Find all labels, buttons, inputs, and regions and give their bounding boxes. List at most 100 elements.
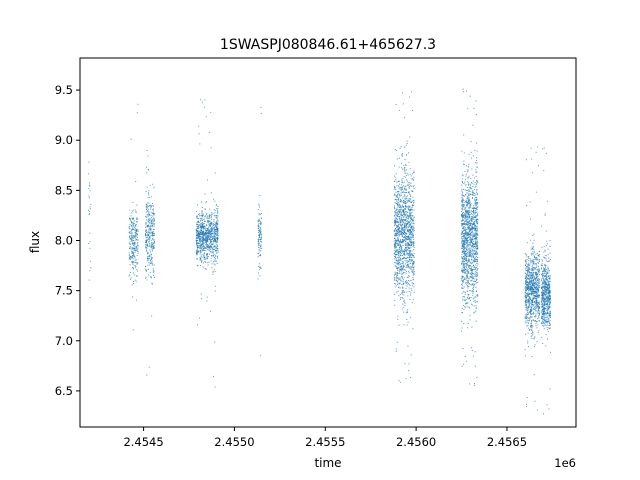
data-point — [132, 225, 134, 227]
data-point — [152, 221, 154, 223]
data-point — [464, 189, 466, 191]
data-point — [463, 182, 465, 184]
data-point — [411, 178, 413, 180]
data-point — [531, 325, 533, 327]
data-point — [135, 235, 137, 237]
data-point — [209, 235, 211, 237]
data-point — [399, 215, 401, 217]
data-point — [531, 303, 533, 305]
data-point — [526, 264, 528, 266]
data-point — [475, 236, 477, 238]
data-point — [535, 289, 537, 291]
data-point — [410, 201, 412, 203]
data-point — [146, 269, 148, 271]
data-point — [135, 180, 137, 182]
data-point — [476, 194, 478, 196]
data-point — [135, 261, 137, 263]
data-point — [538, 280, 540, 282]
data-point — [215, 260, 217, 262]
data-point — [210, 241, 212, 243]
data-point — [401, 219, 403, 221]
data-point — [465, 360, 467, 362]
data-point — [466, 252, 468, 254]
data-point — [403, 299, 405, 301]
data-point — [466, 234, 468, 236]
data-point — [533, 280, 535, 282]
data-point — [202, 262, 204, 264]
data-point — [534, 286, 536, 288]
data-point — [468, 248, 470, 250]
data-point — [396, 221, 398, 223]
data-point — [398, 286, 400, 288]
data-point — [217, 238, 219, 240]
data-point — [204, 247, 206, 249]
data-point — [128, 225, 130, 227]
data-point — [469, 213, 471, 215]
data-point — [152, 212, 154, 214]
data-point — [473, 224, 475, 226]
data-point — [410, 216, 412, 218]
data-point — [258, 247, 260, 249]
data-point — [476, 301, 478, 303]
data-point — [206, 257, 208, 259]
data-point — [397, 256, 399, 258]
data-point — [474, 296, 476, 298]
data-point — [470, 210, 472, 212]
data-point — [533, 337, 535, 339]
data-point — [215, 247, 217, 249]
data-point — [472, 273, 474, 275]
data-point — [473, 217, 475, 219]
data-point — [136, 249, 138, 251]
data-point — [213, 248, 215, 250]
data-point — [411, 209, 413, 211]
data-point — [212, 255, 214, 257]
data-point — [129, 272, 131, 274]
data-point — [258, 212, 260, 214]
data-point — [463, 237, 465, 239]
data-point — [461, 209, 463, 211]
data-point — [393, 222, 395, 224]
data-point — [201, 248, 203, 250]
data-point — [400, 189, 402, 191]
data-point — [462, 231, 464, 233]
data-point — [398, 214, 400, 216]
data-point — [398, 185, 400, 187]
data-point — [399, 293, 401, 295]
data-point — [395, 232, 397, 234]
data-point — [133, 240, 135, 242]
data-point — [530, 294, 532, 296]
data-point — [532, 261, 533, 263]
data-point — [397, 199, 399, 201]
data-point — [465, 302, 467, 304]
data-point — [411, 259, 413, 261]
data-point — [205, 239, 207, 241]
data-point — [408, 282, 410, 284]
data-point — [468, 278, 470, 280]
data-point — [466, 186, 468, 188]
data-point — [89, 184, 91, 186]
data-point — [465, 211, 467, 213]
data-point — [201, 243, 203, 245]
data-point — [404, 272, 406, 274]
data-point — [197, 240, 199, 242]
data-point — [528, 297, 530, 299]
data-point — [405, 281, 407, 283]
data-point — [394, 215, 396, 217]
data-point — [525, 306, 527, 308]
data-point — [537, 280, 539, 282]
data-point — [216, 238, 218, 240]
data-point — [531, 291, 533, 293]
data-point — [215, 224, 217, 226]
data-point — [204, 225, 206, 227]
data-point — [412, 110, 414, 112]
data-point — [465, 230, 467, 232]
data-point — [400, 223, 402, 225]
data-point — [461, 232, 463, 234]
data-point — [409, 252, 411, 254]
data-point — [199, 258, 201, 260]
data-point — [411, 228, 413, 230]
data-point — [461, 193, 463, 195]
data-point — [472, 236, 474, 238]
data-point — [462, 178, 464, 180]
data-point — [205, 230, 207, 232]
